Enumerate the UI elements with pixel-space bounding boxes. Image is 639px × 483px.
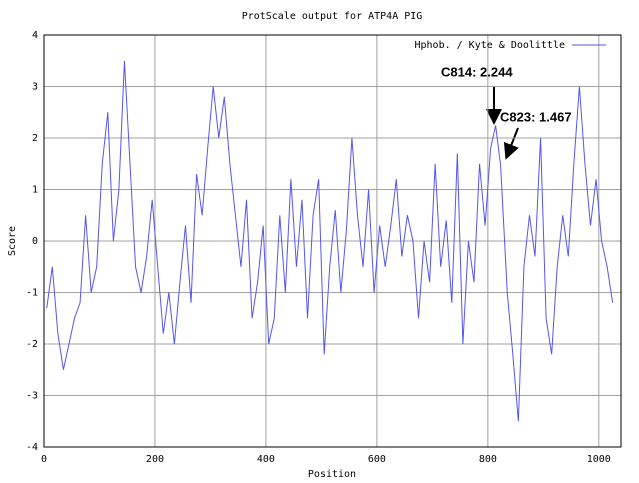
- y-tick-label: -1: [26, 288, 38, 299]
- legend-label: Hphob. / Kyte & Doolittle: [414, 40, 565, 51]
- y-tick-label: -4: [26, 442, 38, 453]
- chart-title: ProtScale output for ATP4A PIG: [242, 11, 423, 22]
- y-tick-label: -2: [26, 339, 38, 350]
- x-tick-label: 200: [146, 454, 164, 465]
- y-tick-label: 0: [32, 236, 38, 247]
- annotation: C823: 1.467: [500, 109, 572, 124]
- x-tick-label: 600: [368, 454, 386, 465]
- arrow: [503, 127, 519, 160]
- y-tick-label: 1: [32, 185, 38, 196]
- y-tick-label: 4: [32, 30, 38, 41]
- x-tick-label: 800: [479, 454, 497, 465]
- x-tick-label: 400: [257, 454, 275, 465]
- x-tick-label: 0: [41, 454, 47, 465]
- y-tick-label: 3: [32, 82, 38, 93]
- plot-frame: [43, 34, 622, 448]
- annotation: C814: 2.244: [441, 64, 513, 79]
- series-line: [46, 60, 614, 422]
- y-tick-label: -3: [26, 391, 38, 402]
- x-tick-label: 1000: [587, 454, 611, 465]
- y-axis-label: Score: [7, 226, 18, 256]
- x-axis-label: Position: [308, 469, 356, 480]
- y-tick-label: 2: [32, 133, 38, 144]
